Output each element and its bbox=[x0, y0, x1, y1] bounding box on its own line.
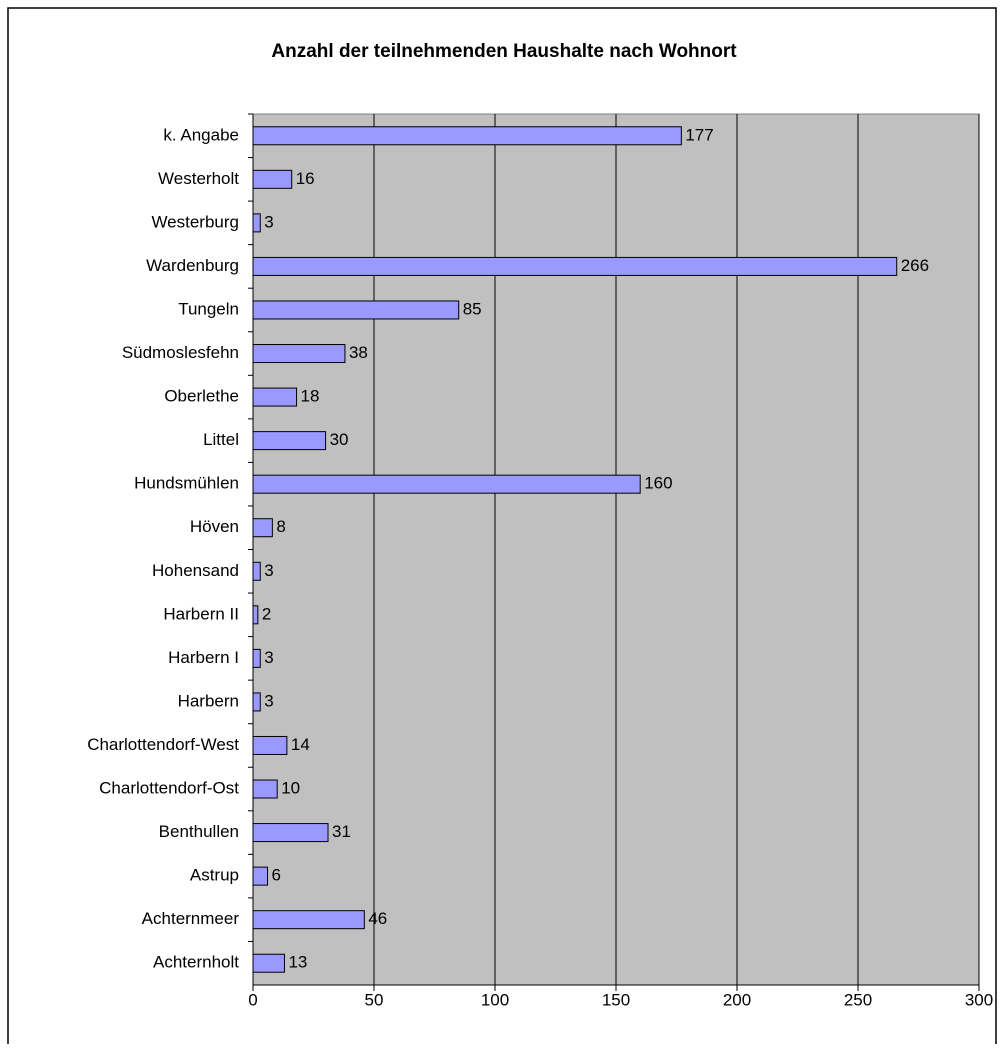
bar bbox=[252, 126, 682, 146]
x-tick-label: 50 bbox=[365, 990, 384, 1009]
value-label: 6 bbox=[272, 866, 281, 885]
value-label: 31 bbox=[332, 822, 351, 841]
value-label: 3 bbox=[264, 691, 273, 710]
bar bbox=[252, 605, 259, 625]
y-tick-label: Wardenburg bbox=[146, 256, 239, 275]
x-tick-label: 0 bbox=[248, 990, 257, 1009]
x-tick-label: 150 bbox=[602, 990, 630, 1009]
y-tick-label: Südmoslesfehn bbox=[122, 343, 239, 362]
bar bbox=[252, 692, 261, 712]
bar bbox=[252, 910, 365, 930]
bar bbox=[252, 648, 261, 668]
y-tick-label: Höven bbox=[190, 517, 239, 536]
y-tick-label: k. Angabe bbox=[163, 125, 239, 144]
y-tick-label: Littel bbox=[203, 430, 239, 449]
y-tick-label: Charlottendorf-West bbox=[87, 735, 239, 754]
bar bbox=[252, 474, 641, 494]
bar bbox=[252, 300, 460, 320]
value-label: 3 bbox=[264, 648, 273, 667]
y-tick-label: Achternmeer bbox=[142, 909, 240, 928]
y-tick-label: Harbern II bbox=[163, 604, 239, 623]
bar bbox=[252, 866, 269, 886]
y-tick-label: Achternholt bbox=[153, 953, 239, 972]
y-tick-label: Charlottendorf-Ost bbox=[99, 779, 239, 798]
y-tick-label: Harbern I bbox=[168, 648, 239, 667]
value-label: 3 bbox=[264, 212, 273, 231]
y-tick-label: Hohensand bbox=[152, 561, 239, 580]
y-tick-label: Westerburg bbox=[151, 212, 239, 231]
x-tick-label: 300 bbox=[965, 990, 993, 1009]
y-tick-label: Hundsmühlen bbox=[134, 474, 239, 493]
y-tick-label: Harbern bbox=[178, 691, 239, 710]
value-label: 46 bbox=[368, 909, 387, 928]
value-label: 2 bbox=[262, 604, 271, 623]
value-label: 177 bbox=[685, 125, 713, 144]
chart-title: Anzahl der teilnehmenden Haushalte nach … bbox=[271, 41, 737, 62]
y-tick-label: Tungeln bbox=[178, 299, 239, 318]
bar bbox=[252, 735, 288, 755]
value-label: 14 bbox=[291, 735, 310, 754]
bar bbox=[252, 823, 329, 843]
value-label: 18 bbox=[301, 387, 320, 406]
value-label: 30 bbox=[330, 430, 349, 449]
y-tick-label: Astrup bbox=[190, 866, 239, 885]
bar bbox=[252, 518, 273, 538]
bar bbox=[252, 256, 898, 276]
bar bbox=[252, 344, 346, 364]
bar bbox=[252, 431, 327, 451]
bar bbox=[252, 561, 261, 581]
x-tick-label: 250 bbox=[844, 990, 872, 1009]
y-tick-label: Oberlethe bbox=[164, 387, 239, 406]
value-label: 38 bbox=[349, 343, 368, 362]
value-label: 8 bbox=[276, 517, 285, 536]
value-label: 3 bbox=[264, 561, 273, 580]
y-tick-label: Benthullen bbox=[159, 822, 239, 841]
value-label: 16 bbox=[296, 169, 315, 188]
value-label: 13 bbox=[288, 953, 307, 972]
bar bbox=[252, 779, 278, 799]
value-label: 10 bbox=[281, 779, 300, 798]
value-label: 85 bbox=[463, 299, 482, 318]
y-tick-label: Westerholt bbox=[158, 169, 239, 188]
x-tick-label: 200 bbox=[723, 990, 751, 1009]
value-label: 266 bbox=[901, 256, 929, 275]
bar bbox=[252, 213, 261, 233]
x-tick-label: 100 bbox=[481, 990, 509, 1009]
value-label: 160 bbox=[644, 474, 672, 493]
bar bbox=[252, 953, 285, 973]
bar bbox=[252, 169, 293, 189]
bar bbox=[252, 387, 298, 407]
